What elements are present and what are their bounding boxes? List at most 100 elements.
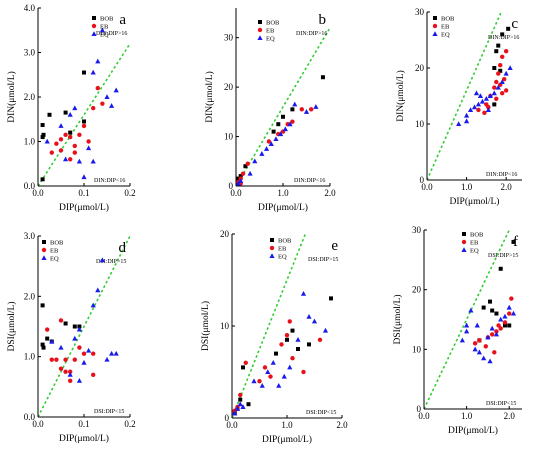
data-point-bob — [82, 70, 86, 75]
data-point-eq — [487, 93, 493, 98]
data-point-eq — [238, 178, 244, 184]
data-point-eb — [243, 360, 248, 365]
data-point-eb — [489, 332, 495, 337]
data-point-eq — [477, 93, 484, 98]
data-point-bob — [45, 336, 50, 341]
data-point-bob — [276, 122, 281, 127]
ratio-line — [38, 43, 130, 186]
y-tick-label: 30 — [415, 7, 425, 17]
data-point-eq — [489, 325, 495, 331]
data-point-bob — [490, 308, 495, 313]
ratio-label-above: DSI:DIP>15 — [308, 257, 338, 263]
data-point-eq — [95, 58, 101, 64]
data-point-eb — [496, 323, 501, 328]
data-point-eq — [76, 378, 82, 383]
data-point-eb — [309, 107, 314, 112]
data-point-eq — [58, 344, 64, 350]
data-point-eq — [86, 145, 92, 151]
data-point-eq — [99, 27, 105, 33]
data-point-eq — [109, 103, 115, 108]
data-point-eq — [463, 112, 470, 118]
legend-marker-bob — [462, 232, 466, 236]
data-point-eb — [81, 123, 87, 129]
x-tick-label: 1.0 — [277, 188, 289, 198]
data-point-eq — [251, 378, 257, 384]
legend-label-eb: EB — [470, 240, 479, 247]
data-point-eb — [63, 369, 68, 374]
legend-label-eq: EQ — [441, 32, 450, 39]
data-point-eq — [483, 96, 489, 101]
data-point-bob — [496, 43, 501, 48]
y-tick-label: 0.0 — [24, 412, 36, 422]
data-point-eq — [495, 84, 501, 90]
data-point-bob — [236, 176, 241, 181]
data-point-eb — [68, 157, 73, 162]
data-point-bob — [63, 321, 68, 326]
data-point-bob — [41, 132, 46, 137]
ratio-label-above: DIN:DIP>16 — [488, 35, 519, 41]
panel-letter: a — [119, 12, 126, 28]
data-point-bob — [502, 323, 507, 328]
ratio-label-above: DSI:DIP>15 — [488, 253, 518, 259]
data-point-bob — [241, 365, 245, 370]
data-point-eq — [268, 141, 274, 146]
y-tick-label: 30 — [224, 33, 234, 43]
legend-label-bob: BOB — [100, 16, 114, 23]
data-point-eq — [252, 158, 258, 164]
data-point-bob — [507, 323, 512, 328]
ratio-line — [236, 27, 330, 186]
x-tick-label: 0.0 — [230, 188, 242, 198]
data-point-eq — [234, 406, 241, 411]
y-tick-label: 30 — [412, 225, 422, 235]
legend-marker-bob — [92, 16, 96, 20]
data-point-eb — [483, 344, 488, 349]
data-point-bob — [271, 129, 276, 134]
ratio-label-below: DSI:DIP<15 — [94, 409, 124, 415]
data-point-eq — [113, 350, 119, 356]
x-axis-title: DIP(μmol/L) — [258, 202, 308, 213]
data-point-eq — [464, 322, 470, 328]
y-axis-title: DIN(μmol/L) — [6, 71, 17, 123]
chart-panel-e: 0.0 1.0 2.0 0 10 20 DIP(μmol/L) DSI(μmol/L) e DSI… — [200, 229, 348, 445]
data-point-eb — [503, 88, 509, 93]
y-tick-label: 3.0 — [24, 48, 36, 58]
data-point-eb — [68, 134, 73, 140]
data-point-eq — [507, 65, 513, 70]
data-point-eq — [506, 304, 512, 310]
y-axis-title: DIN(μmol/L) — [395, 70, 406, 122]
data-point-eq — [281, 373, 287, 379]
data-point-bob — [296, 347, 300, 351]
chart-panel-b: 0.0 1.0 2.00102030DIP(μmol/L)DIN(μmol/L)bD… — [204, 8, 336, 213]
data-point-bob — [41, 345, 46, 350]
data-point-bob — [511, 239, 516, 244]
x-tick-label: 0.2 — [124, 419, 135, 429]
data-point-bob — [290, 107, 295, 112]
legend-label-eb: EB — [50, 248, 59, 255]
data-point-eq — [104, 356, 110, 362]
x-tick-label: 1.0 — [281, 420, 293, 430]
data-point-eb — [482, 110, 487, 116]
ratio-label-below: DSI:DIP<15 — [486, 401, 516, 407]
data-point-bob — [82, 119, 86, 124]
data-point-eq — [49, 338, 55, 344]
data-point-eb — [72, 150, 78, 155]
legend-marker-eq — [269, 253, 275, 258]
data-point-eb — [476, 107, 481, 113]
data-point-eq — [485, 334, 491, 340]
data-point-eq — [485, 107, 491, 112]
panel-letter: f — [513, 234, 518, 250]
data-point-eb — [91, 105, 96, 111]
legend-marker-bob — [433, 16, 437, 20]
y-tick-label: 10 — [220, 321, 230, 331]
data-point-eb — [58, 318, 64, 323]
data-point-eb — [72, 357, 78, 362]
x-axis-title: DIP(μmol/L) — [59, 433, 109, 444]
legend-marker-bob — [258, 20, 262, 24]
data-point-eb — [317, 337, 323, 342]
data-point-eb — [262, 365, 268, 370]
data-point-eq — [473, 90, 480, 96]
data-point-eq — [456, 121, 462, 126]
data-point-bob — [274, 351, 278, 356]
data-point-bob — [494, 311, 499, 316]
